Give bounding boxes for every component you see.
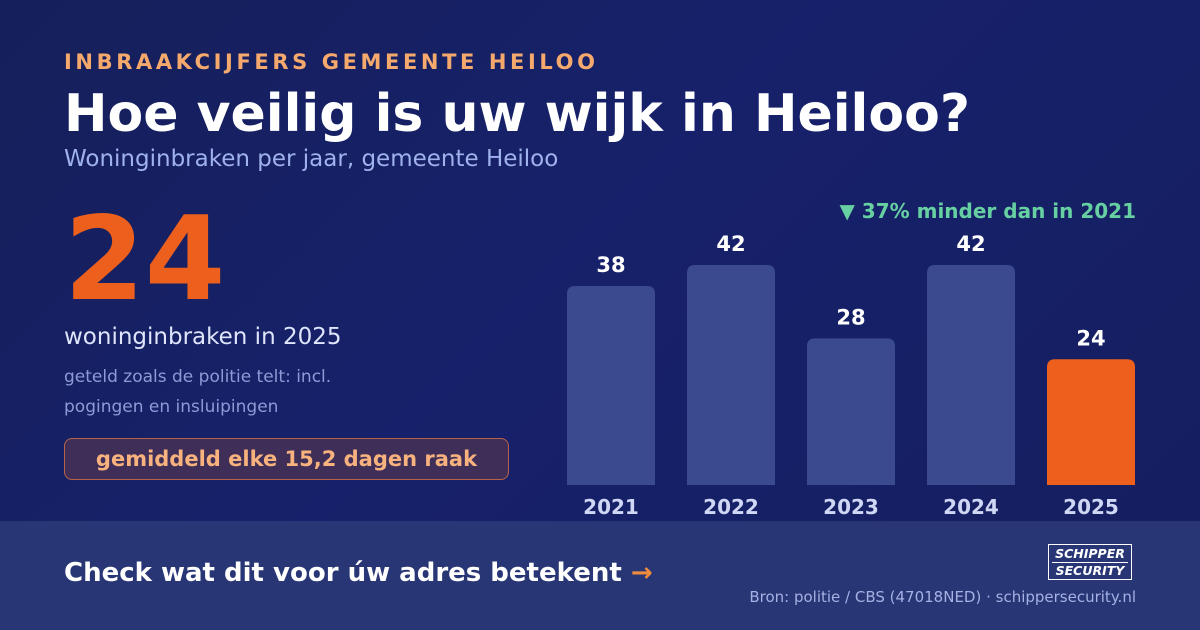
- value-label-2023: 28: [836, 305, 865, 329]
- frequency-pill: gemiddeld elke 15,2 dagen raak: [64, 438, 509, 480]
- year-label-2023: 2023: [823, 495, 879, 519]
- footer: Check wat dit voor úw adres betekent → S…: [0, 521, 1200, 630]
- bar-2023: [807, 338, 895, 485]
- logo-line-1: SCHIPPER: [1055, 546, 1125, 561]
- highlight-caption: woninginbraken in 2025: [64, 324, 342, 350]
- year-label-2025: 2025: [1063, 495, 1119, 519]
- schipper-security-logo: SCHIPPER SECURITY: [1048, 544, 1132, 580]
- page-subtitle: Woninginbraken per jaar, gemeente Heiloo: [64, 146, 559, 172]
- cta-text[interactable]: Check wat dit voor úw adres betekent: [64, 558, 622, 588]
- year-label-2024: 2024: [943, 495, 999, 519]
- page-title: Hoe veilig is uw wijk in Heiloo?: [64, 84, 970, 144]
- value-label-2024: 42: [956, 232, 985, 256]
- change-indicator: ▼ 37% minder dan in 2021: [839, 199, 1136, 223]
- logo-line-2: SECURITY: [1055, 563, 1125, 578]
- bar-2025: [1047, 359, 1135, 485]
- counting-note: geteld zoals de politie telt: incl. pogi…: [64, 367, 332, 417]
- year-label-2022: 2022: [703, 495, 759, 519]
- bar-2024: [927, 265, 1015, 485]
- cta-link[interactable]: Check wat dit voor úw adres betekent →: [64, 558, 653, 588]
- value-label-2022: 42: [716, 232, 745, 256]
- arrow-right-icon[interactable]: →: [630, 558, 653, 588]
- value-label-2021: 38: [596, 253, 625, 277]
- highlight-number: 24: [64, 192, 226, 327]
- value-label-2025: 24: [1076, 326, 1105, 350]
- bar-2022: [687, 265, 775, 485]
- kicker: INBRAAKCIJFERS GEMEENTE HEILOO: [64, 50, 599, 74]
- year-label-2021: 2021: [583, 495, 639, 519]
- source-note: Bron: politie / CBS (47018NED) · schippe…: [749, 588, 1136, 606]
- bar-2021: [567, 285, 655, 485]
